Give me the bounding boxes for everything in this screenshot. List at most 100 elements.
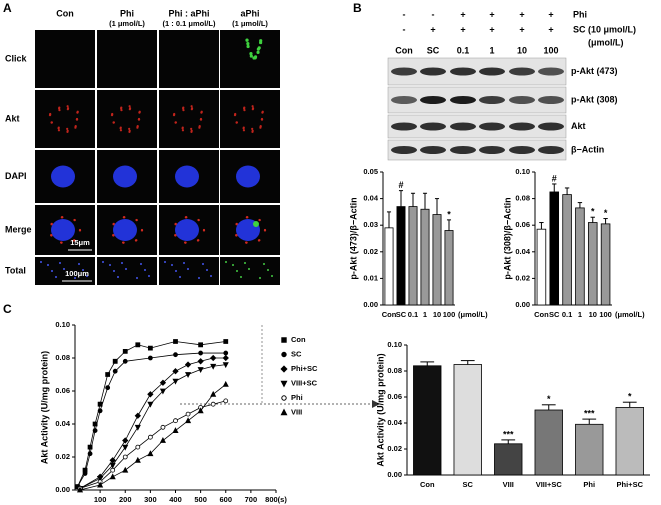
x-tick-label: 10 bbox=[433, 310, 441, 319]
bar bbox=[494, 443, 523, 476]
row-label: Akt bbox=[5, 113, 20, 123]
point bbox=[173, 339, 178, 344]
point bbox=[112, 368, 118, 374]
y-tick-label: 0.03 bbox=[363, 220, 378, 229]
point bbox=[147, 345, 153, 351]
point bbox=[97, 401, 103, 407]
band bbox=[450, 146, 476, 154]
band bbox=[420, 146, 446, 154]
signal bbox=[121, 262, 123, 264]
point bbox=[110, 467, 116, 473]
lane-label: 100 bbox=[543, 45, 558, 55]
x-tick-label: VIII+SC bbox=[536, 480, 563, 489]
y-axis-label: Akt Activity (U/mg protein) bbox=[39, 351, 49, 464]
row-label: Click bbox=[5, 53, 28, 63]
series-line bbox=[77, 352, 226, 487]
signal bbox=[120, 106, 123, 109]
signal bbox=[246, 41, 250, 46]
treatment-sign: + bbox=[548, 24, 553, 34]
signal bbox=[253, 221, 259, 227]
treatment-label: Phi bbox=[573, 9, 587, 19]
series-line bbox=[77, 341, 226, 487]
y-tick-label: 0.06 bbox=[515, 220, 530, 229]
significance: * bbox=[591, 207, 595, 217]
signal bbox=[74, 126, 77, 129]
signal bbox=[260, 118, 264, 121]
signal bbox=[244, 262, 246, 264]
signal bbox=[164, 261, 166, 263]
y-tick-label: 0.10 bbox=[515, 167, 530, 176]
x-tick-label: 200 bbox=[119, 495, 132, 504]
x-tick-label: 600 bbox=[219, 495, 232, 504]
x-tick-label: 0.1 bbox=[408, 310, 418, 319]
signal bbox=[109, 264, 111, 266]
signal bbox=[202, 263, 204, 265]
band bbox=[450, 96, 476, 104]
signal bbox=[51, 270, 53, 272]
x-tick-label: 1 bbox=[578, 310, 582, 319]
point bbox=[147, 450, 154, 457]
lane-label: SC bbox=[427, 45, 440, 55]
x-unit: (μmol/L) bbox=[615, 310, 645, 319]
micrograph bbox=[35, 90, 95, 148]
legend-label: SC bbox=[291, 349, 302, 358]
legend-marker bbox=[281, 337, 287, 343]
signal bbox=[181, 127, 184, 130]
signal bbox=[197, 218, 200, 222]
column-header: Phi : aPhi bbox=[168, 8, 209, 18]
point bbox=[97, 476, 104, 482]
bar bbox=[432, 214, 442, 306]
panel-label: B bbox=[353, 1, 362, 15]
signal bbox=[136, 277, 138, 279]
signal bbox=[144, 269, 146, 271]
x-tick-label: Con bbox=[534, 310, 549, 319]
point bbox=[105, 372, 111, 377]
x-tick-label: 700 bbox=[245, 495, 258, 504]
point bbox=[76, 486, 84, 493]
signal bbox=[182, 109, 185, 112]
point bbox=[122, 358, 128, 364]
bar bbox=[575, 423, 604, 476]
signal bbox=[196, 239, 200, 242]
signal bbox=[256, 50, 260, 55]
scale-label: 15μm bbox=[70, 238, 90, 247]
column-dose: (1 : 0.1 μmol/L) bbox=[163, 19, 216, 28]
signal bbox=[198, 126, 201, 129]
band bbox=[420, 122, 446, 131]
bar bbox=[534, 409, 563, 476]
signal bbox=[40, 261, 42, 263]
signal bbox=[60, 241, 63, 244]
x-tick-label: 100 bbox=[443, 310, 456, 319]
signal bbox=[111, 112, 114, 116]
point bbox=[223, 350, 229, 356]
arrow-head bbox=[372, 400, 380, 408]
bar bbox=[453, 364, 482, 476]
legend-marker bbox=[280, 365, 288, 373]
signal bbox=[175, 270, 177, 272]
y-tick-label: 0.04 bbox=[55, 419, 70, 428]
micrograph bbox=[159, 90, 219, 148]
point bbox=[185, 417, 192, 424]
signal bbox=[267, 269, 269, 271]
signal bbox=[249, 52, 253, 56]
nucleus bbox=[113, 165, 137, 188]
signal bbox=[257, 239, 261, 242]
band bbox=[479, 96, 505, 104]
bar bbox=[413, 365, 442, 476]
signal bbox=[243, 106, 246, 109]
signal bbox=[63, 268, 65, 270]
signal bbox=[251, 127, 254, 131]
lane-label: 1 bbox=[489, 45, 494, 55]
signal bbox=[66, 105, 69, 108]
signal bbox=[185, 216, 188, 219]
signal bbox=[78, 263, 80, 265]
point bbox=[147, 434, 153, 440]
signal bbox=[57, 127, 60, 130]
unit-label: (μmol/L) bbox=[588, 37, 624, 47]
bar bbox=[444, 230, 454, 306]
signal bbox=[242, 127, 245, 130]
signal bbox=[138, 110, 141, 113]
micrograph bbox=[220, 257, 280, 285]
band bbox=[479, 67, 505, 76]
signal bbox=[82, 269, 84, 271]
